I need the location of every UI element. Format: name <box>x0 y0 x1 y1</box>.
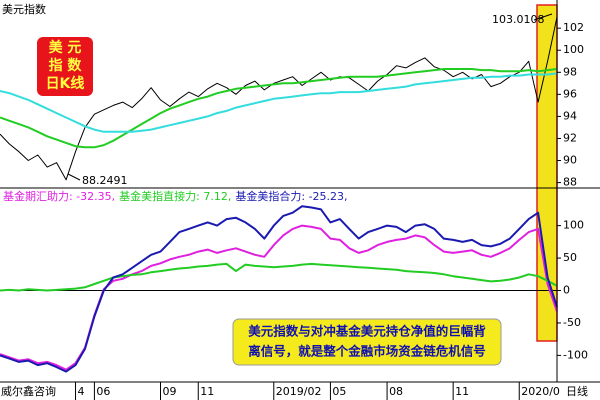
x-tick-label: 2019/02 <box>276 385 322 398</box>
y-tick-label: 88 <box>563 176 577 189</box>
y-tick-label: 92 <box>563 131 577 144</box>
min-pointer <box>67 173 81 181</box>
plot-layer <box>0 16 558 373</box>
x-tick-label: 2020/0 <box>521 385 560 398</box>
badge-text: 指 数 <box>49 57 83 74</box>
legend-entry: 基金美指直接力: 7.12, <box>119 189 231 203</box>
chart-title: 美元指数 <box>2 2 46 16</box>
source-label: 威尔鑫咨询 <box>1 384 56 398</box>
x-tick-label: 09 <box>162 385 176 398</box>
min-label: 88.2491 <box>82 174 128 187</box>
legend: 基金期汇助力: -32.35, 基金美指直接力: 7.12, 基金美指合力: -25… <box>3 189 348 203</box>
x-tick-label: 11 <box>455 385 469 398</box>
legend-entry: 基金美指合力: -25.23, <box>235 189 347 203</box>
series-line <box>0 262 558 292</box>
y-tick-label: 50 <box>563 251 577 264</box>
x-tick-label: 11 <box>200 385 214 398</box>
series-line <box>0 72 558 133</box>
y-tick-label: -50 <box>563 316 581 329</box>
y-tick-label: 100 <box>563 219 584 232</box>
x-tick-label: 4 <box>78 385 85 398</box>
y-tick-label: 94 <box>563 109 577 122</box>
x-tick-label: 05 <box>332 385 346 398</box>
series-line <box>0 205 558 373</box>
badge-text: 日K线 <box>46 75 85 92</box>
y-tick-label: 96 <box>563 87 577 100</box>
y-tick-label: 100 <box>563 43 584 56</box>
y-tick-label: -100 <box>563 348 588 361</box>
series-line <box>0 68 558 149</box>
annotation-box <box>232 318 502 366</box>
badge-text: 美 元 <box>49 39 82 56</box>
max-label: 103.0108 <box>492 13 545 26</box>
annotation-text: 美元指数与对冲基金美元持仓净值的巨幅背 <box>248 324 486 339</box>
series-line <box>0 16 558 181</box>
legend-entry: 基金期汇助力: -32.35, <box>3 189 115 203</box>
badge <box>37 37 93 96</box>
x-tick-label: 08 <box>389 385 403 398</box>
x-tick-label: 06 <box>96 385 110 398</box>
y-tick-label: 98 <box>563 65 577 78</box>
period-label: 日线 <box>566 384 588 398</box>
max-pointer <box>533 13 553 21</box>
y-tick-label: 102 <box>563 21 584 34</box>
y-tick-label: 0 <box>563 284 570 297</box>
annotation-text: 离信号，就是整个金融市场资金链危机信号 <box>248 344 486 359</box>
y-tick-label: 90 <box>563 154 577 167</box>
